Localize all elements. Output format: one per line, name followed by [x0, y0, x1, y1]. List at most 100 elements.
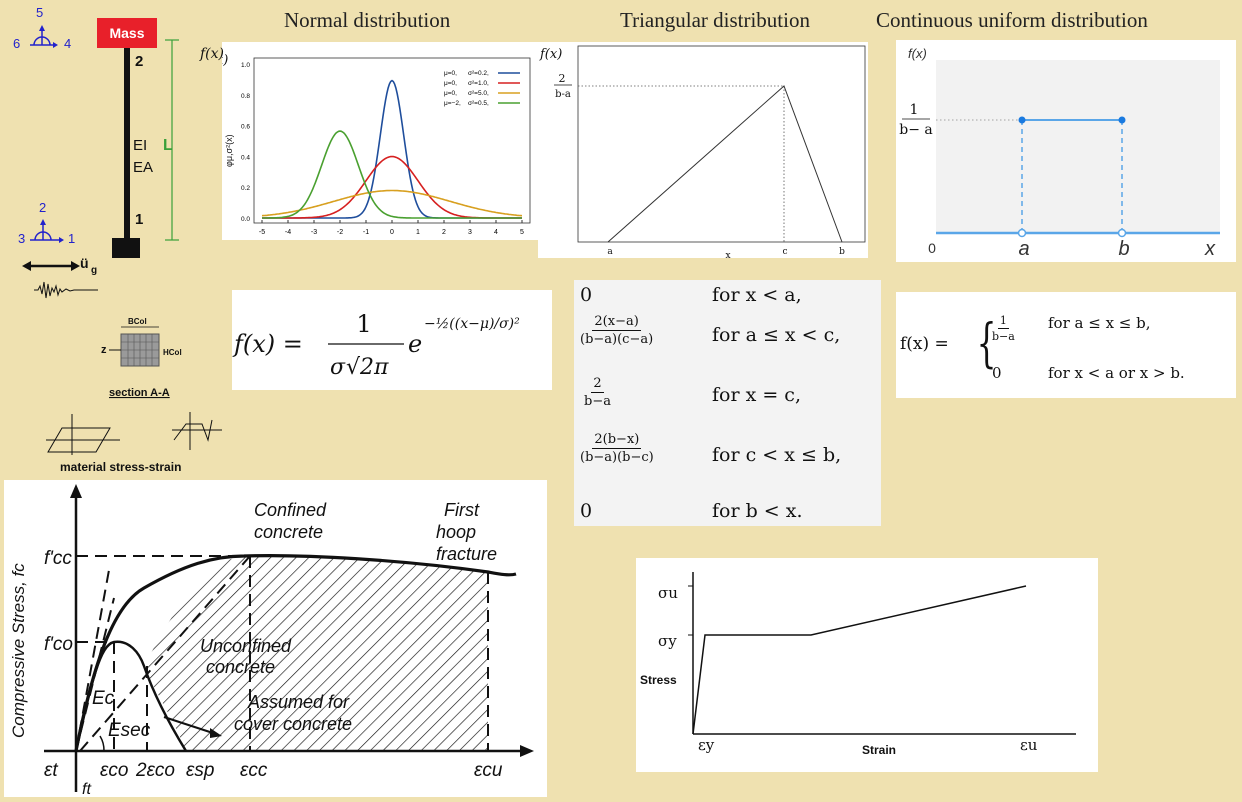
- section-label: section A-A: [109, 387, 170, 399]
- concrete-assumed-1: Assumed for: [247, 692, 350, 712]
- uniform-plot-bg: [936, 60, 1220, 234]
- normal-fx-label: f(x): [200, 46, 225, 62]
- concrete-x-eco: εco: [100, 760, 128, 781]
- normal-ytick: 0.8: [241, 93, 250, 100]
- normal-xtick: -3: [311, 229, 317, 236]
- concrete-unconf-2: concrete: [206, 657, 275, 677]
- tri-row-2-num: 2: [591, 376, 604, 393]
- normal-ytick: 1.0: [241, 62, 250, 69]
- ea-label: EA: [133, 159, 153, 176]
- concrete-fcc: f'cc: [44, 548, 72, 569]
- concrete-ec: Ec: [92, 688, 115, 709]
- section-hcol: HCol: [163, 348, 182, 357]
- triangular-frame: [577, 45, 866, 243]
- uniform-h-num: 1: [910, 102, 919, 118]
- dof-top-icon: [30, 25, 58, 48]
- concrete-x-2eco: 2εco: [135, 760, 175, 781]
- normal-ytick: 0.0: [241, 216, 250, 223]
- hysteresis-icon: [46, 414, 120, 455]
- normal-axis-label: φμ,σ²(x): [224, 134, 234, 167]
- triangular-xlabel-c: c: [782, 247, 787, 257]
- normal-legend-mu: μ=0,: [444, 80, 457, 87]
- normal-chart-panel: f(x) φμ,σ²(x) -5-4-3-2-10123450.00.20.40…: [205, 42, 538, 240]
- tri-row-3-cond: for c < x ≤ b,: [712, 444, 842, 466]
- normal-xtick: -4: [285, 229, 291, 236]
- dof-top-5: 5: [36, 5, 43, 20]
- concrete-panel: Compressive Stress, fc f'cc f'co Confine…: [4, 480, 547, 798]
- normal-xtick: 4: [494, 229, 498, 236]
- base-block: [112, 238, 140, 258]
- concrete-fco: f'co: [44, 634, 73, 655]
- normal-legend-var: σ²=5.0,: [468, 90, 489, 97]
- uniform-point-a-top: [1018, 116, 1026, 124]
- mass-label: Mass: [109, 25, 144, 41]
- ground-accel-sub: g: [91, 265, 97, 276]
- normal-formula-lhs: f(x) =: [232, 330, 303, 358]
- steel-eps-u: εu: [1020, 736, 1038, 754]
- tri-row-3-num: 2(b−x): [592, 432, 642, 449]
- dof-bottom-2: 2: [39, 200, 46, 215]
- triangular-peak-num: 2: [559, 72, 566, 85]
- triangular-xlabel-x: x: [725, 251, 730, 258]
- concrete-diagram: Compressive Stress, fc f'cc f'co Confine…: [9, 484, 534, 798]
- ground-accel-label: ü: [80, 255, 89, 271]
- normal-formula-root: √2π: [346, 355, 389, 380]
- uniform-pdf-row1-cond: for a ≤ x ≤ b,: [1048, 314, 1151, 332]
- uniform-chart-panel: f(x) 1 b− a 0 a b x: [896, 40, 1236, 262]
- concrete-x-et: εt: [44, 760, 58, 781]
- triangular-title: Triangular distribution: [620, 8, 810, 32]
- steel-sigma-u: σu: [658, 584, 678, 602]
- normal-xtick: -5: [259, 229, 265, 236]
- normal-xtick: -2: [337, 229, 343, 236]
- uniform-pdf-lhs: f(x) =: [900, 334, 949, 354]
- concrete-ft: ft: [82, 781, 91, 797]
- normal-series-line: [262, 130, 522, 219]
- normal-legend-mu: μ=0,: [444, 70, 457, 77]
- uniform-xlabel-a: a: [1018, 238, 1029, 260]
- triangular-chart: f(x) 2 b-a a x c b: [539, 45, 866, 261]
- tri-row-0-cond: for x < a,: [712, 284, 802, 306]
- concrete-x-esp: εsp: [186, 760, 214, 781]
- concrete-assumed-2: cover concrete: [234, 714, 352, 734]
- normal-legend-var: σ²=0.2,: [468, 70, 489, 77]
- tri-row-2-cond: for x = c,: [712, 384, 801, 406]
- seismogram-icon: [34, 281, 98, 299]
- section-bcol: BCol: [128, 317, 147, 326]
- uniform-pdf-panel: f(x) = { 1 b−a for a ≤ x ≤ b, 0 for x < a…: [896, 292, 1236, 398]
- section-z: z: [101, 344, 107, 356]
- uniform-pdf-brace: {: [976, 314, 997, 374]
- normal-formula-sigma: σ: [330, 355, 346, 380]
- normal-xtick: 5: [520, 229, 524, 236]
- triangular-curve: [607, 85, 843, 243]
- uniform-pdf-row2-cond: for x < a or x > b.: [1048, 364, 1185, 382]
- uniform-chart: f(x) 1 b− a 0 a b x: [899, 46, 1220, 260]
- concrete-hoop-2: hoop: [436, 522, 476, 542]
- concrete-x-ecu: εcu: [474, 760, 503, 781]
- tri-row-0-val: 0: [580, 284, 593, 306]
- normal-title: Normal distribution: [284, 8, 451, 32]
- structure-model: 5 6 4 Mass 2 1 EI EA L 2 3 1 ü g BCol HC…: [13, 5, 222, 474]
- normal-legend-var: σ²=1.0,: [468, 80, 489, 87]
- dof-top-6: 6: [13, 36, 20, 51]
- dof-bottom-icon: [30, 219, 64, 243]
- normal-ytick: 0.4: [241, 154, 250, 161]
- uniform-title: Continuous uniform distribution: [876, 8, 1148, 32]
- steel-sigma-y: σy: [658, 632, 677, 650]
- concrete-hoop-3: fracture: [436, 544, 497, 564]
- uniform-xlabel-0: 0: [928, 240, 936, 256]
- concrete-hoop-1: First: [444, 500, 480, 520]
- normal-formula-exp: −½((x−μ)/σ)²: [424, 316, 520, 332]
- steel-stress-label: Stress: [640, 673, 677, 687]
- uniform-point-b-top: [1118, 116, 1126, 124]
- node-top: 2: [135, 53, 143, 70]
- normal-series-line: [261, 189, 523, 217]
- normal-ytick: 0.2: [241, 185, 250, 192]
- normal-formula-e: e: [408, 330, 422, 358]
- normal-xtick: -1: [363, 229, 369, 236]
- tri-row-3-den: (b−a)(b−c): [580, 450, 654, 465]
- triangular-pdf-panel: 0 for x < a, 2(x−a) (b−a)(c−a) for a ≤ x …: [574, 280, 881, 526]
- tri-row-1-cond: for a ≤ x < c,: [712, 324, 841, 346]
- uniform-xlabel-x: x: [1204, 238, 1216, 260]
- material-label: material stress-strain: [60, 460, 181, 474]
- normal-xtick: 2: [442, 229, 446, 236]
